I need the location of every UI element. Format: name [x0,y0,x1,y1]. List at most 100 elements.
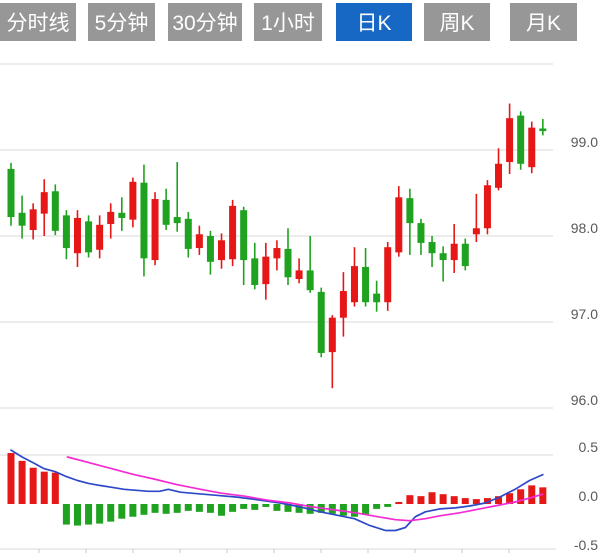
candle-body [395,197,403,253]
tab-daily-k[interactable]: 日K [336,3,412,41]
macd-histogram-bar [51,472,59,504]
candle-body [29,209,37,230]
macd-histogram-bar [384,504,392,507]
macd-histogram-bar [461,498,469,504]
candles-group [7,103,547,389]
macd-axis-labels: 0.5 0.0 -0.5 [574,439,598,553]
macd-histogram-bar [96,504,104,524]
candle-body [428,242,436,254]
macd-histogram-bar [129,504,137,517]
candle-body [118,212,126,218]
candle-body [384,247,392,303]
macd-histogram-bar [240,504,248,509]
candle-body [7,168,15,218]
price-axis-label: 99.0 [571,134,598,150]
macd-histogram-bar [262,504,270,507]
candle-body [528,127,536,168]
candle-body [472,228,480,235]
macd-histogram-bar [439,494,447,504]
dif-line [10,449,544,532]
macd-bars [7,453,547,526]
macd-histogram-bar [472,499,480,504]
macd-histogram-bar [406,495,414,504]
candle-body [151,199,159,261]
candle-body [62,215,70,249]
candle-body [273,248,281,259]
candle-body [18,212,26,226]
macd-histogram-bar [107,504,115,522]
candle-body [96,224,104,250]
macd-histogram-bar [362,504,370,515]
price-axis-label: 98.0 [571,220,598,236]
tab-weekly-k[interactable]: 周K [424,3,490,41]
macd-histogram-bar [251,504,259,510]
macd-histogram-bar [428,492,436,504]
candle-body [229,205,237,260]
candle-body [262,256,270,285]
interval-tabbar: 分时线 5分钟 30分钟 1小时 日K 周K 月K [0,0,601,44]
price-gridlines [0,63,553,409]
candle-body [406,198,414,224]
tab-minute-line[interactable]: 分时线 [0,3,76,41]
candle-body [73,217,81,254]
macd-histogram-bar [528,485,536,504]
macd-histogram-bar [350,504,358,517]
candle-body [206,236,214,262]
candle-body [295,270,303,279]
candle-body [51,191,59,231]
macd-histogram-bar [7,453,15,504]
candle-body [85,221,93,253]
candle-body [439,253,447,261]
macd-histogram-bar [162,504,170,514]
macd-histogram-bar [173,504,181,513]
macd-axis-label: 0.5 [579,439,599,455]
candle-body [218,240,226,261]
candle-body [107,211,115,224]
candle-body [339,291,347,318]
candle-body [140,182,148,259]
candle-body [184,218,192,249]
x-axis [0,548,556,553]
macd-axis-label: -0.5 [574,537,598,553]
candle-body [162,199,170,225]
tab-5min[interactable]: 5分钟 [88,3,155,41]
macd-histogram-bar [73,504,81,526]
macd-histogram-bar [18,460,26,504]
macd-histogram-bar [218,504,226,516]
macd-histogram-bar [85,504,93,525]
candle-body [284,248,292,278]
macd-histogram-bar [40,471,48,504]
tab-monthly-k[interactable]: 月K [510,3,577,41]
macd-histogram-bar [373,504,381,509]
macd-histogram-bar [195,504,203,512]
tab-1hour[interactable]: 1小时 [254,3,322,41]
macd-histogram-bar [295,504,303,513]
macd-histogram-bar [539,487,547,504]
macd-histogram-bar [339,504,347,516]
macd-histogram-bar [184,504,192,511]
macd-histogram-bar [62,504,70,525]
candle-body [195,234,203,249]
tab-30min[interactable]: 30分钟 [168,3,242,41]
candle-body [173,217,181,224]
macd-histogram-bar [517,489,525,504]
candle-body [129,181,137,220]
candle-body [539,128,547,132]
candle-body [251,258,259,286]
candle-body [306,270,314,291]
macd-histogram-bar [450,496,458,504]
macd-histogram-bar [495,496,503,504]
candle-body [483,185,491,229]
macd-pane: 0.5 0.0 -0.5 [0,439,598,553]
candle-body [517,115,525,164]
candle-body [461,243,469,267]
candle-body [362,266,370,303]
candle-body [240,210,248,261]
price-axis-label: 96.0 [571,392,598,408]
macd-histogram-bar [206,504,214,513]
macd-histogram-bar [229,504,237,512]
price-axis-labels: 99.0 98.0 97.0 96.0 [571,134,598,408]
macd-histogram-bar [273,504,281,511]
macd-axis-label: 0.0 [579,488,599,504]
